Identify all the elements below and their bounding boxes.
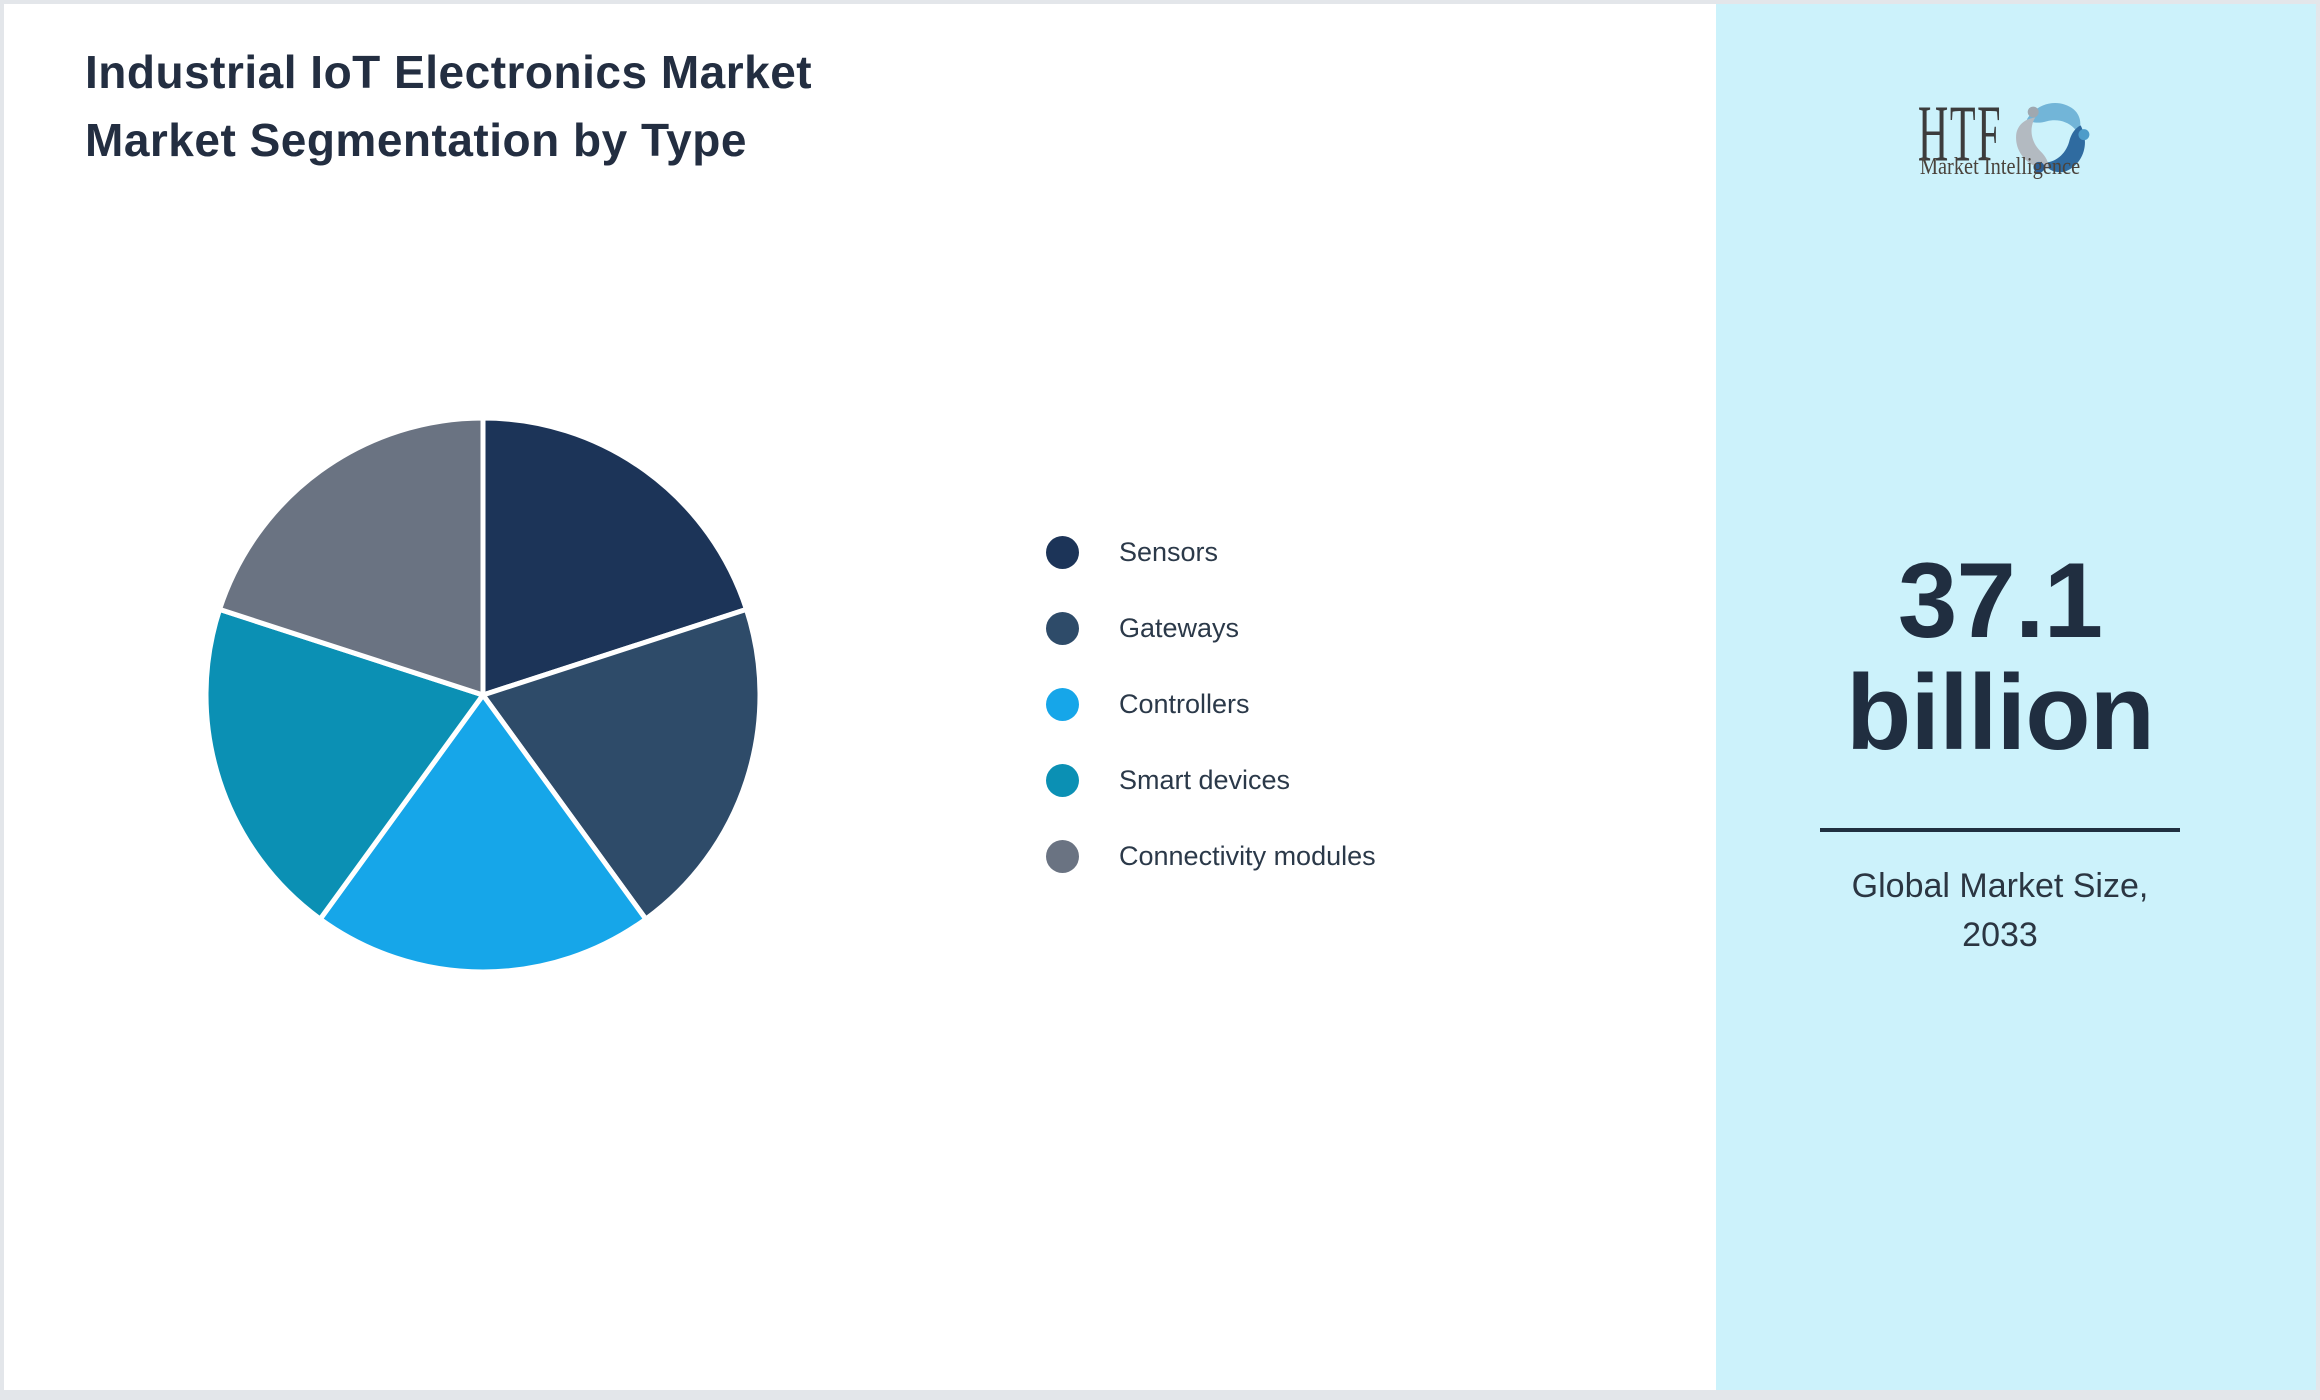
legend-item-sensors: Sensors: [1046, 536, 1376, 569]
legend-label: Gateways: [1119, 613, 1240, 643]
pie-slice-sensors: [480, 415, 749, 698]
legend-swatch-icon: [1046, 764, 1079, 797]
legend-item-gateways: Gateways: [1046, 612, 1376, 645]
legend-label: Smart devices: [1119, 765, 1291, 795]
htf-logo-tagline: Market Intelligence: [1919, 154, 2081, 180]
stat-divider: [1820, 828, 2180, 832]
stat-caption: Global Market Size, 2033: [1716, 862, 2300, 960]
legend-swatch-icon: [1046, 840, 1079, 873]
legend-item-controllers: Controllers: [1046, 688, 1376, 721]
page-title: Industrial IoT Electronics Market Market…: [85, 38, 812, 174]
legend-item-connectivity-modules: Connectivity modules: [1046, 840, 1376, 873]
legend-label: Sensors: [1119, 537, 1219, 567]
pie-slice-smart-devices: [203, 606, 486, 922]
stat-number: 37.1: [1897, 540, 2103, 660]
htf-logo: HTF: [1716, 64, 2300, 174]
page-title-line1: Industrial IoT Electronics Market: [85, 46, 813, 98]
legend-swatch-icon: [1046, 612, 1079, 645]
main-area: Industrial IoT Electronics Market Market…: [4, 4, 1716, 1390]
page-title-line2: Market Segmentation by Type: [85, 114, 747, 166]
stat-unit: billion: [1846, 652, 2155, 772]
pie-slice-gateways: [480, 606, 763, 922]
pie-legend: Sensors Gateways Controllers Smart devices C…: [1046, 536, 1376, 916]
market-size-stat: 37.1 billion: [1716, 544, 2300, 768]
dolphin-swirl-icon: [2016, 103, 2090, 173]
legend-swatch-icon: [1046, 688, 1079, 721]
htf-logo-text: HTF: [1917, 88, 2003, 179]
stat-caption-line1: Global Market Size,: [1851, 867, 2149, 905]
pie-slice-controllers: [317, 692, 649, 975]
stat-caption-line2: 2033: [1962, 916, 2038, 954]
pie-chart: [203, 415, 763, 975]
right-panel: HTF Market Intelligence 37.1 billion: [1716, 4, 2316, 1390]
pie-slice-connectivity-modules: [217, 415, 486, 698]
legend-item-smart-devices: Smart devices: [1046, 764, 1376, 797]
legend-label: Controllers: [1119, 689, 1250, 719]
legend-label: Connectivity modules: [1119, 841, 1376, 871]
legend-swatch-icon: [1046, 536, 1079, 569]
